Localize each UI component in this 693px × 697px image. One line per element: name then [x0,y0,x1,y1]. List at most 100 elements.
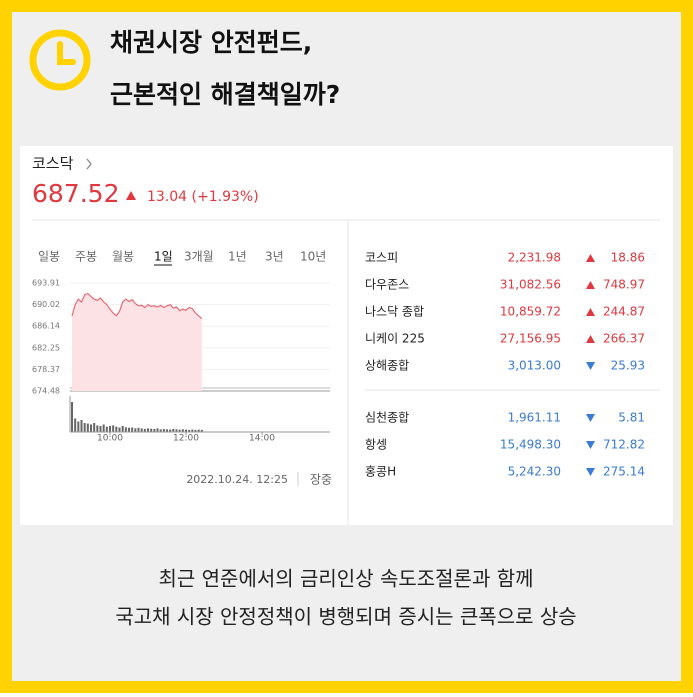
index-change: 5.81 [618,411,645,425]
timestamp: 2022.10.24. 12:25 [186,473,288,486]
index-value: 27,156.95 [500,332,561,346]
index-change: 748.97 [603,278,645,292]
y-tick-label: 693.91 [32,279,60,288]
down-arrow [586,441,595,449]
x-tick-label: 14:00 [249,434,275,444]
volume-bar [159,429,162,432]
volume-bar [90,424,92,432]
volume-bar [124,427,127,432]
volume-bar [99,426,102,432]
up-arrow [126,191,136,200]
up-arrow [586,335,595,343]
volume-bar [200,429,203,432]
period-tab[interactable]: 3년 [265,250,284,264]
change-value: 13.04 [147,189,187,205]
index-name[interactable]: 코스닥 [32,155,74,173]
volume-bar [83,423,86,432]
volume-bar [80,420,83,432]
volume-bar [153,429,156,432]
volume-bar [156,428,159,432]
volume-bar [74,418,77,432]
change: 13.04 (+1.93%) [147,189,259,205]
period-tab[interactable]: 일봉 [38,250,60,264]
index-name[interactable]: 다우존스 [365,278,409,292]
volume-bar [185,429,187,432]
caption-line: 최근 연준에서의 금리인상 속도조절론과 함께 [158,567,533,591]
price-line [71,292,203,320]
caption-line: 국고채 시장 안정정책이 병행되며 증시는 큰폭으로 상승 [115,605,576,629]
index-change: 712.82 [603,438,645,452]
chevron [86,158,92,170]
down-arrow [586,468,595,476]
period-tab[interactable]: 1년 [228,250,247,264]
up-arrow [586,281,595,289]
index-value: 2,231.98 [508,251,561,265]
index-change: 244.87 [603,305,645,319]
volume-bar [118,427,121,432]
volume-bar [112,425,115,432]
index-change: 275.14 [603,465,645,479]
volume-bar [77,421,80,432]
index-change: 18.86 [611,251,645,265]
y-tick-label: 682.25 [32,343,60,352]
volume-bar [147,428,149,432]
volume-bar [105,426,108,432]
x-tick-label: 10:00 [97,434,123,444]
volume-bar [175,429,178,432]
session: 장중 [310,473,332,487]
volume-bar [109,426,111,432]
index-name[interactable]: 니케이 225 [365,332,425,346]
volume-bar [137,427,140,432]
volume-bar [143,429,146,432]
index-value: 10,859.72 [500,305,561,319]
chart: 693.91 690.02 686.14 682.25 678.37 674.48 10:0… [32,279,330,444]
down-arrow [586,414,595,422]
volume-bar [178,429,181,432]
index-value: 15,498.30 [500,438,561,452]
volume-bar [115,426,118,432]
index-name[interactable]: 심천종합 [365,410,409,425]
volume-bar [140,428,143,432]
volume-bar [197,429,200,432]
volume-bar [188,429,191,432]
volume-bar [86,423,89,432]
volume-bar [191,429,194,432]
index-name[interactable]: 코스피 [365,251,398,265]
period-tab[interactable]: 10년 [300,250,326,264]
x-tick-label: 12:00 [173,434,199,444]
volume-bar [150,428,153,432]
title-line: 채권시장 안전펀드, [110,28,312,57]
y-tick-label: 678.37 [32,365,60,374]
index-name[interactable]: 상해종합 [365,359,409,373]
price: 687.52 [32,179,119,208]
index-value: 5,242.30 [508,465,561,479]
volume-bar [131,427,134,432]
volume-bar [166,429,168,432]
index-name[interactable]: 나스닥 종합 [365,305,424,319]
volume-bar [162,429,165,432]
index-change: 266.37 [603,332,645,346]
period-tab[interactable]: 주봉 [75,250,97,264]
down-arrow [586,362,595,370]
title-line: 근본적인 해결책일까? [110,80,340,109]
period-tab[interactable]: 3개월 [184,250,214,264]
index-value: 1,961.11 [508,411,561,425]
change-pct: (+1.93%) [192,189,259,205]
volume-bar [134,428,137,432]
volume-bar [194,429,197,432]
up-arrow [586,308,595,316]
volume-bar [128,427,130,432]
volume-bar [169,429,172,432]
volume-bar [71,402,73,432]
index-name[interactable]: 항셍 [365,438,387,452]
period-tab[interactable]: 월봉 [112,250,134,264]
volume-bar [121,426,124,432]
index-name[interactable]: 홍콩H [365,465,396,479]
period-tab[interactable]: 1일 [154,250,173,264]
clock-icon [29,29,91,91]
index-value: 31,082.56 [500,278,561,292]
clock-hands [57,41,76,65]
y-tick-label: 674.48 [32,387,60,396]
volume-bar [96,425,99,432]
